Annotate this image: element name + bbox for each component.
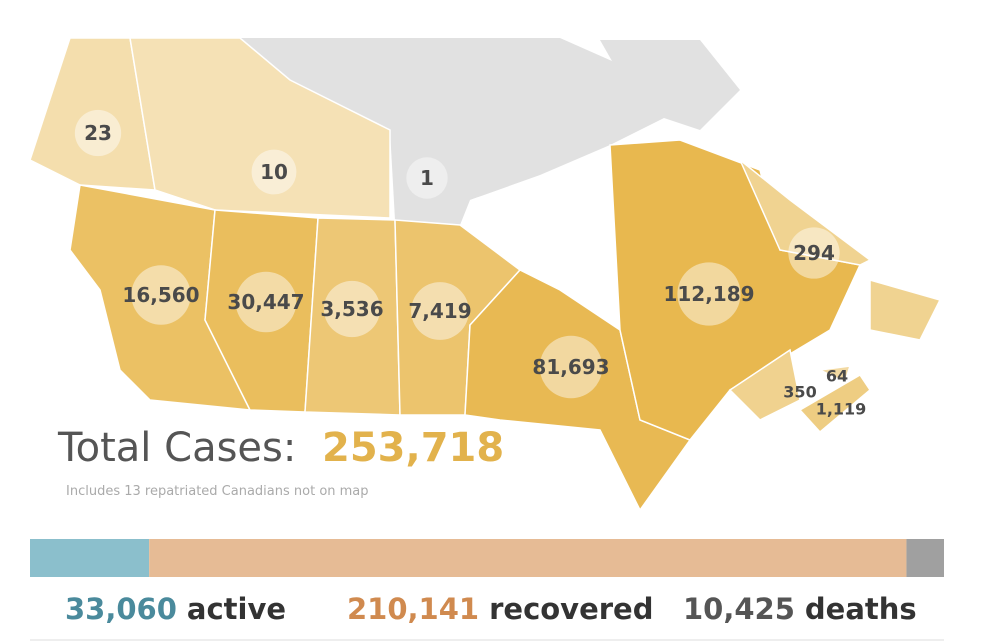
stat-label: deaths (805, 592, 917, 626)
region-count: 3,536 (320, 297, 383, 321)
stat: 10,425 deaths (683, 592, 917, 626)
region (798, 373, 871, 434)
region-count: 64 (826, 367, 848, 386)
island-gray (600, 40, 740, 130)
stat-value: 210,141 (347, 592, 479, 626)
region-bubble (539, 335, 603, 399)
map: 23 10 1 16,560 30,447 3,536 7,419 81,693 112,189… (29, 37, 942, 512)
region-count: 350 (783, 383, 816, 402)
region-bubble (74, 109, 122, 157)
stat: 210,141 recovered (347, 592, 653, 626)
region-count: 7,419 (408, 299, 471, 323)
region-bubble (788, 227, 840, 279)
region (739, 159, 942, 341)
region-count: 30,447 (227, 290, 304, 314)
stats: 33,060 active 210,141 recovered 10,425 deaths (65, 592, 917, 626)
region-count: 294 (793, 241, 835, 265)
region-count: 112,189 (663, 282, 754, 306)
region-count: 81,693 (532, 355, 609, 379)
territory-gray (240, 38, 700, 225)
total-value: 253,718 (322, 425, 504, 471)
region-bubble (323, 280, 381, 338)
region (609, 139, 862, 441)
bay (470, 170, 610, 330)
stat-value: 33,060 (65, 592, 177, 626)
region-bubble (251, 149, 297, 195)
stat-segment (30, 539, 150, 577)
total-note: Includes 13 repatriated Canadians not on… (66, 484, 369, 499)
stats-bar (30, 539, 944, 577)
region-bubble (406, 157, 448, 199)
region-count: 1,119 (816, 400, 867, 419)
region-bubble (677, 262, 741, 326)
stat: 33,060 active (65, 592, 286, 626)
region-count: 23 (84, 121, 112, 145)
stat-label: recovered (489, 592, 653, 626)
region-count: 10 (260, 160, 288, 184)
region (728, 348, 801, 421)
stat-segment (149, 539, 907, 577)
region-bubble (411, 282, 469, 340)
region (129, 37, 391, 219)
region-bubble (235, 271, 297, 333)
stat-value: 10,425 (683, 592, 795, 626)
total-label: Total Cases: (57, 425, 296, 471)
region-count: 16,560 (122, 283, 199, 307)
region (204, 209, 319, 413)
region (817, 365, 852, 384)
stat-segment (906, 539, 944, 577)
region (29, 37, 156, 191)
region-count: 1 (420, 166, 434, 190)
stat-label: active (187, 592, 286, 626)
region-bubble (131, 265, 191, 325)
